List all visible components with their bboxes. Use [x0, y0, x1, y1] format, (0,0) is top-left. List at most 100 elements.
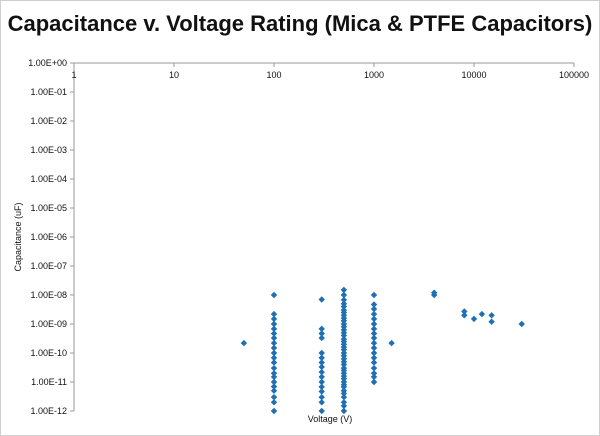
data-point [340, 335, 348, 343]
x-tick-label: 100 [266, 70, 281, 80]
y-tick-label: 1.00E-03 [30, 145, 67, 155]
data-point [518, 320, 525, 328]
data-point [270, 383, 278, 390]
data-point [318, 296, 325, 303]
x-tick-label: 10 [169, 70, 179, 80]
y-tick-label: 1.00E-05 [30, 203, 67, 213]
data-point [470, 315, 478, 323]
y-tick-label: 1.00E-01 [30, 87, 67, 97]
data-point [318, 388, 325, 395]
data-point [270, 330, 278, 337]
data-point [488, 312, 495, 319]
data-point [318, 399, 325, 406]
x-tick-label: 1000 [364, 70, 384, 80]
y-tick-label: 1.00E-10 [30, 348, 67, 358]
data-point [370, 310, 378, 318]
y-tick-label: 1.00E-12 [30, 406, 67, 416]
data-point [318, 407, 325, 415]
data-point [270, 349, 278, 357]
data-point [340, 286, 348, 294]
chart-title: Capacitance v. Voltage Rating (Mica & PT… [8, 11, 593, 36]
data-point [370, 373, 378, 381]
y-tick-label: 1.00E-04 [30, 174, 67, 184]
data-point [461, 308, 468, 315]
y-axis-label: Capacitance (uF) [13, 202, 23, 271]
data-point [270, 359, 278, 366]
data-point [270, 315, 278, 323]
x-tick-label: 1 [71, 70, 76, 80]
data-point [388, 339, 395, 347]
data-point [340, 296, 348, 304]
data-point [270, 370, 278, 377]
data-point [370, 320, 378, 328]
data-point [370, 301, 378, 308]
data-point [340, 300, 348, 307]
data-point [370, 291, 378, 299]
data-point [370, 370, 378, 377]
data-point [370, 325, 378, 333]
data-point [318, 330, 325, 337]
data-point [488, 318, 495, 325]
data-point [318, 349, 325, 357]
data-point [270, 291, 278, 299]
data-point [370, 349, 378, 357]
y-tick-label: 1.00E-06 [30, 232, 67, 242]
axes [73, 62, 574, 411]
y-tick-label: 1.00E-11 [31, 377, 67, 387]
data-point [318, 378, 325, 386]
data-point [340, 320, 348, 328]
data-point [270, 310, 278, 318]
data-point [340, 364, 348, 372]
data-point [370, 330, 378, 337]
data-point [340, 399, 348, 406]
data-point [240, 339, 248, 347]
y-tick-label: 1.00E-09 [30, 319, 67, 329]
data-point [340, 349, 348, 357]
data-point [340, 407, 348, 415]
data-point [431, 289, 438, 296]
data-point [340, 291, 348, 299]
data-point [270, 378, 278, 386]
y-tick-label: 1.00E-08 [30, 290, 67, 300]
data-point [270, 364, 278, 372]
data-point [370, 334, 378, 342]
x-tick-label: 10000 [461, 70, 486, 80]
data-point [318, 363, 325, 371]
y-tick-label: 1.00E-02 [30, 116, 67, 126]
data-point [318, 334, 325, 342]
data-point [318, 383, 325, 391]
data-point [270, 387, 278, 394]
x-axis-label: Voltage (V) [308, 414, 353, 424]
data-point [340, 393, 348, 401]
y-tick-label: 1.00E-07 [30, 261, 67, 271]
y-axis-ticks: 1.00E+00 1.00E-01 1.00E-02 1.00E-03 1.00E-04… [28, 58, 74, 416]
data-point [270, 407, 278, 415]
data-point [478, 310, 486, 318]
data-point [340, 402, 348, 410]
data-point [270, 373, 278, 381]
data-point [340, 387, 348, 394]
data-point [370, 378, 378, 386]
data-point [270, 334, 278, 342]
data-point [340, 378, 348, 386]
data-point [318, 373, 325, 381]
data-point [270, 320, 278, 328]
data-point [318, 325, 325, 333]
data-point [318, 368, 325, 376]
data-point [370, 364, 378, 372]
data-point [370, 305, 378, 313]
data-point [461, 312, 468, 319]
data-point [370, 359, 378, 366]
data-point [270, 325, 278, 333]
x-axis-ticks: 1 10 100 1000 10000 100000 [71, 63, 589, 80]
data-point [270, 339, 278, 347]
data-point [370, 344, 378, 352]
data-point [318, 354, 325, 362]
data-point [270, 393, 278, 401]
data-point [370, 354, 378, 362]
data-point [370, 339, 378, 347]
y-tick-label: 1.00E+00 [28, 58, 67, 68]
data-point [370, 315, 378, 323]
